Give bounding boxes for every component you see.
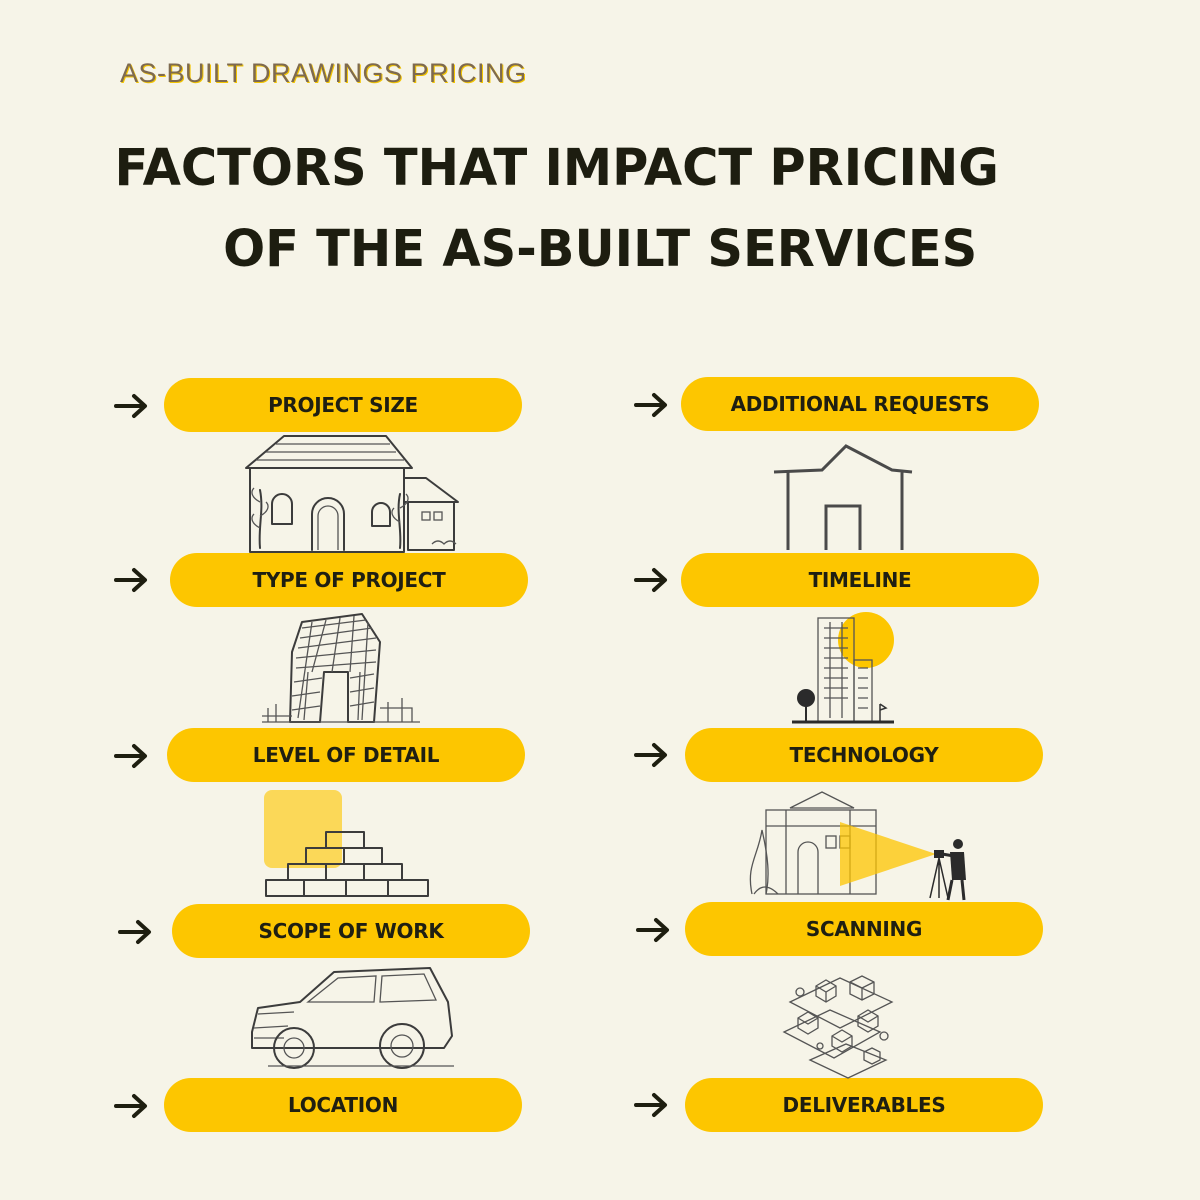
- factor-pill-scanning: SCANNING: [685, 902, 1043, 956]
- headline: FACTORS THAT IMPACT PRICING OF THE AS-BU…: [0, 139, 1164, 279]
- brick-pyramid-icon: [264, 790, 429, 897]
- factor-pill-project-size: PROJECT SIZE: [164, 378, 522, 432]
- headline-line-2: OF THE AS-BUILT SERVICES: [223, 219, 978, 279]
- arrow-right-icon: [634, 393, 667, 417]
- arrow-right-icon: [118, 920, 151, 944]
- modern-building-sketch-icon: [262, 613, 420, 723]
- surveyor-scanning-building-icon: [749, 791, 966, 901]
- house-sketch-icon: [245, 435, 459, 553]
- house-outline-icon: [773, 444, 913, 550]
- factor-pill-additional-requests: ADDITIONAL REQUESTS: [681, 377, 1039, 431]
- city-buildings-sun-icon: [792, 612, 894, 724]
- arrow-right-icon: [634, 1093, 667, 1117]
- eyebrow-title: AS-BUILT DRAWINGS PRICING: [120, 58, 527, 88]
- arrow-right-icon: [114, 394, 147, 418]
- arrow-right-icon: [114, 744, 147, 768]
- factor-pill-type-of-project: TYPE OF PROJECT: [170, 553, 528, 607]
- isometric-neighborhood-icon: [782, 975, 894, 1079]
- arrow-right-icon: [636, 918, 669, 942]
- factor-pill-location: LOCATION: [164, 1078, 522, 1132]
- factor-pill-timeline: TIMELINE: [681, 553, 1039, 607]
- arrow-right-icon: [634, 568, 667, 592]
- factor-pill-level-of-detail: LEVEL OF DETAIL: [167, 728, 525, 782]
- arrow-right-icon: [114, 568, 147, 592]
- arrow-right-icon: [634, 743, 667, 767]
- arrow-right-icon: [114, 1094, 147, 1118]
- headline-line-1: FACTORS THAT IMPACT PRICING: [114, 139, 999, 198]
- suv-car-icon: [251, 967, 454, 1069]
- factor-pill-technology: TECHNOLOGY: [685, 728, 1043, 782]
- factor-pill-deliverables: DELIVERABLES: [685, 1078, 1043, 1132]
- factor-pill-scope-of-work: SCOPE OF WORK: [172, 904, 530, 958]
